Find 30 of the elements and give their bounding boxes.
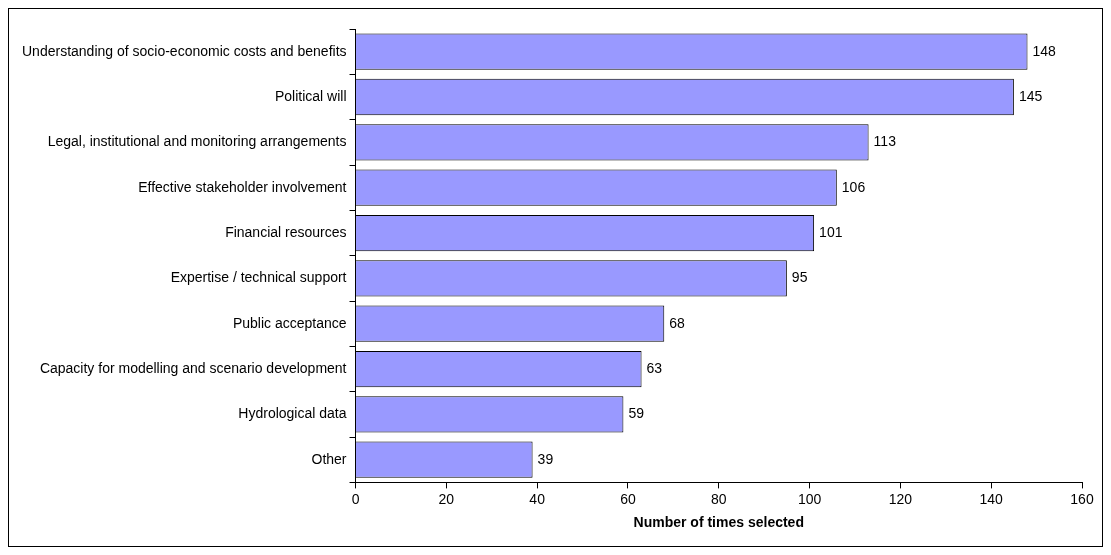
x-tick-label: 20 <box>438 490 455 507</box>
x-tick-label: 80 <box>710 490 727 507</box>
y-tick-label: Financial resources <box>225 223 347 240</box>
data-label: 68 <box>669 314 686 331</box>
y-tick-label: Hydrological data <box>238 405 347 422</box>
y-tick-label: Political will <box>274 87 347 104</box>
data-label: 113 <box>873 133 897 150</box>
x-tick-label: 0 <box>351 490 360 507</box>
y-tick-label: Other <box>311 450 347 467</box>
x-tick-label: 160 <box>1070 490 1094 507</box>
x-tick-label: 40 <box>529 490 546 507</box>
x-tick-label: 100 <box>797 490 822 507</box>
x-axis-title: Number of times selected <box>633 514 804 531</box>
x-tick-label: 120 <box>888 490 913 507</box>
data-label: 39 <box>537 450 554 467</box>
data-label: 59 <box>628 405 645 422</box>
x-tick-label: 60 <box>620 490 636 507</box>
y-tick-label: Expertise / technical support <box>170 269 347 286</box>
y-tick-label: Legal, institutional and monitoring arrangements <box>47 133 347 150</box>
data-label: 148 <box>1032 42 1057 59</box>
data-label: 63 <box>646 359 663 376</box>
data-label: 95 <box>791 269 808 286</box>
data-label: 101 <box>819 223 843 240</box>
y-tick-label: Capacity for modelling and scenario development <box>39 359 347 376</box>
y-tick-label: Effective stakeholder involvement <box>138 178 347 195</box>
y-tick-label: Understanding of socio-economic costs and benefits <box>22 42 347 59</box>
data-label: 145 <box>1018 87 1043 104</box>
data-label: 106 <box>841 178 866 195</box>
x-tick-label: 140 <box>979 490 1004 507</box>
y-tick-label: Public acceptance <box>232 314 347 331</box>
